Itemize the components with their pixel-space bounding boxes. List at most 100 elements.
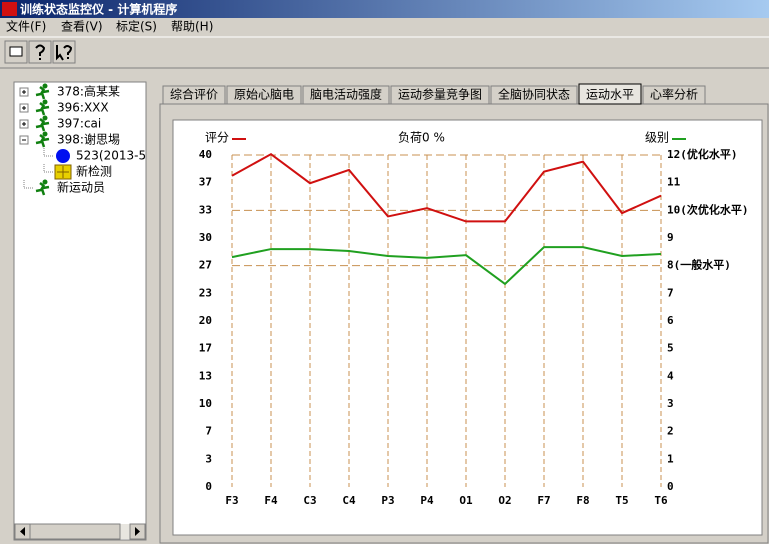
x-tick-label: F7	[537, 494, 550, 507]
chart: F3 F4 C3 C4 P3 P4 O1 O2 F7 F8 T5 T60371013172023273…	[199, 131, 749, 508]
y2-tick-label: 5	[667, 342, 674, 355]
x-tick-label: O1	[459, 494, 473, 507]
runner-icon	[35, 118, 50, 132]
tab[interactable]	[226, 85, 302, 105]
y2-tick-label: 1	[667, 452, 674, 465]
runner-icon	[35, 182, 50, 196]
y-tick-label: 27	[199, 259, 212, 272]
menu-item[interactable]: 帮助(H)	[171, 20, 213, 34]
y-tick-label: 0	[205, 480, 212, 493]
x-tick-label: O2	[498, 494, 511, 507]
tab[interactable]	[642, 85, 706, 105]
tree-node[interactable]: 新运动员	[57, 180, 105, 195]
tree-node[interactable]: 398:谢思埸	[57, 132, 120, 147]
x-tick-label: P3	[381, 494, 394, 507]
tree-node[interactable]: 523(2013-5	[76, 149, 146, 163]
tree-node[interactable]: 378:高某某	[57, 84, 120, 99]
y2-tick-label: 10(次优化水平)	[667, 202, 749, 216]
series-line	[231, 152, 662, 223]
y2-tick-label: 7	[667, 286, 674, 299]
y-tick-label: 7	[205, 425, 212, 438]
session-icon	[56, 149, 70, 163]
h-scrollbar	[14, 523, 146, 540]
tab-label[interactable]: 原始心脑电	[234, 88, 294, 102]
tab-label[interactable]: 脑电活动强度	[310, 87, 382, 102]
test-icon	[57, 166, 69, 178]
y-tick-label: 40	[199, 148, 212, 161]
y-tick-label: 30	[199, 231, 212, 244]
runner-icon	[42, 131, 48, 137]
tree-line	[43, 148, 54, 157]
help-icon	[35, 44, 46, 60]
print-icon	[9, 46, 23, 57]
tab[interactable]	[162, 85, 226, 105]
x-tick-label: T6	[654, 494, 668, 507]
tab[interactable]	[302, 85, 390, 105]
x-tick-label: F4	[264, 494, 278, 507]
tree-line	[43, 164, 54, 173]
runner-icon	[35, 134, 50, 148]
y2-tick-label: 12(优化水平)	[667, 147, 738, 161]
runner-icon	[35, 102, 50, 116]
y-tick-label: 37	[199, 176, 212, 189]
legend-label: 评分	[205, 131, 229, 145]
window-title: 训练状态监控仪 - 计算机程序	[20, 2, 177, 17]
toolbar	[4, 40, 76, 64]
tree-panel	[13, 81, 147, 541]
x-tick-label: P4	[420, 494, 434, 507]
y-tick-label: 13	[199, 369, 212, 382]
context-help-icon	[56, 45, 73, 61]
runner-icon	[42, 83, 48, 89]
menu-item[interactable]: 查看(V)	[61, 20, 103, 34]
y2-tick-label: 4	[667, 369, 674, 382]
y2-tick-label: 2	[667, 425, 674, 438]
y2-tick-label: 9	[667, 231, 674, 244]
menu-bar: 文件(F) 查看(V) 标定(S) 帮助(H)	[6, 19, 213, 34]
menu-item[interactable]: 文件(F)	[6, 19, 46, 34]
chart-title: 负荷0 %	[398, 131, 445, 145]
arrow	[20, 527, 25, 536]
menu-item[interactable]: 标定(S)	[116, 19, 157, 34]
tab[interactable]	[390, 85, 490, 105]
tab-label[interactable]: 全脑协同状态	[498, 87, 570, 102]
y-tick-label: 33	[199, 203, 212, 216]
runner-icon	[42, 115, 48, 121]
scroll-thumb[interactable]	[29, 523, 121, 540]
tab[interactable]	[490, 85, 578, 105]
runner-icon	[42, 99, 48, 105]
x-tick-label: F8	[576, 494, 589, 507]
x-tick-label: T5	[615, 494, 628, 507]
y-tick-label: 23	[199, 286, 212, 299]
y2-tick-label: 0	[667, 480, 674, 493]
tab-label[interactable]: 运动水平	[586, 88, 634, 102]
y2-tick-label: 11	[667, 176, 681, 189]
y2-tick-label: 8(一般水平)	[667, 258, 731, 272]
app-icon	[2, 2, 17, 16]
x-tick-label: C4	[342, 494, 356, 507]
series-line	[231, 246, 662, 286]
runner-icon	[42, 179, 48, 185]
tree-node[interactable]: 397:cai	[57, 117, 101, 131]
tab-active[interactable]	[578, 83, 642, 105]
legend-label: 级别	[645, 131, 669, 145]
y-tick-label: 20	[199, 314, 212, 327]
tab-label[interactable]: 运动参量竞争图	[398, 87, 482, 102]
y2-tick-label: 3	[667, 397, 674, 410]
title-bar	[0, 0, 769, 18]
tab-strip: 综合评价 原始心脑电 脑电活动强度 运动参量竞争图 全脑协同状态 运动水平 心率分析	[162, 83, 706, 105]
y2-tick-label: 6	[667, 314, 674, 327]
x-tick-label: C3	[303, 494, 316, 507]
x-tick-label: F3	[225, 494, 238, 507]
tab-label[interactable]: 心率分析	[650, 87, 698, 102]
tab-label[interactable]: 综合评价	[170, 87, 218, 102]
y-tick-label: 10	[199, 397, 212, 410]
tree-node[interactable]: 新检测	[76, 164, 112, 179]
y-tick-label: 17	[199, 342, 212, 355]
tree-node[interactable]: 396:XXX	[57, 101, 109, 115]
y-tick-label: 3	[205, 452, 212, 465]
tree-line	[23, 180, 34, 189]
runner-icon	[35, 86, 50, 100]
